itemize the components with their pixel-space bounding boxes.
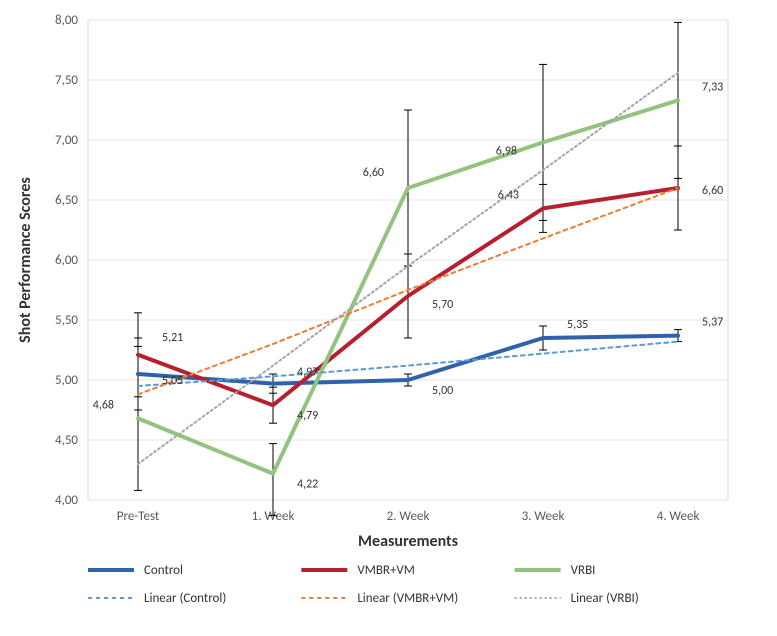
- y-tick-label: 4,50: [55, 433, 78, 448]
- data-label: 6,60: [702, 184, 723, 198]
- legend-label: Linear (Control): [144, 591, 226, 606]
- y-tick-label: 7,00: [55, 133, 78, 148]
- data-label: 5,05: [162, 374, 183, 388]
- data-label: 6,43: [498, 188, 519, 202]
- legend-label: VRBI: [571, 563, 596, 578]
- y-tick-label: 8,00: [55, 13, 78, 28]
- y-tick-label: 6,00: [55, 253, 78, 268]
- x-tick-label: Pre-Test: [117, 509, 160, 524]
- x-axis-title: Measurements: [358, 532, 458, 551]
- data-label: 5,21: [162, 331, 183, 345]
- legend-label: Linear (VMBR+VM): [357, 591, 458, 606]
- data-label: 6,60: [363, 166, 384, 180]
- chart-svg: 4,00 4,50 5,00 5,50 6,00 6,50 7,00 7,50 8,00 Pre-…: [0, 0, 777, 636]
- data-label: 4,68: [93, 398, 114, 412]
- y-tick-label: 5,00: [55, 373, 78, 388]
- data-label: 5,70: [432, 298, 453, 312]
- x-tick-label: 3. Week: [522, 509, 565, 524]
- data-label: 4,79: [297, 409, 318, 423]
- y-tick-label: 7,50: [55, 73, 78, 88]
- chart-container: 4,00 4,50 5,00 5,50 6,00 6,50 7,00 7,50 8,00 Pre-…: [0, 0, 777, 636]
- data-label: 5,00: [432, 384, 453, 398]
- data-label: 4,22: [297, 478, 318, 492]
- data-label: 6,98: [496, 144, 517, 158]
- legend-label: Control: [144, 563, 183, 578]
- data-label: 4,97: [297, 366, 318, 380]
- data-label: 5,35: [567, 318, 588, 332]
- y-tick-label: 6,50: [55, 193, 78, 208]
- y-tick-label: 4,00: [55, 493, 78, 508]
- legend-label: Linear (VRBI): [571, 591, 639, 606]
- legend-label: VMBR+VM: [357, 563, 415, 578]
- x-tick-label: 2. Week: [387, 509, 430, 524]
- data-label: 7,33: [702, 80, 723, 94]
- x-tick-label: 4. Week: [657, 509, 700, 524]
- data-label: 5,37: [702, 316, 723, 330]
- y-tick-label: 5,50: [55, 313, 78, 328]
- y-axis-title: Shot Performance Scores: [16, 177, 35, 343]
